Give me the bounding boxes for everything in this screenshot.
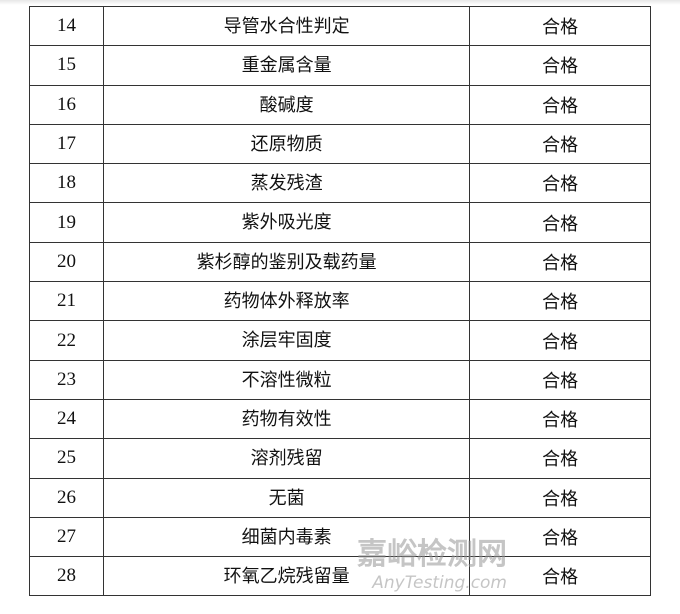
table-row: 18 蒸发残渣 合格 <box>29 163 651 204</box>
test-result: 合格 <box>469 123 651 165</box>
table-row: 28 环氧乙烷残留量 合格 <box>29 556 651 597</box>
test-item: 涂层牢固度 <box>102 320 471 361</box>
table-row: 16 酸碱度 合格 <box>29 84 651 125</box>
test-result: 合格 <box>469 477 651 518</box>
test-item: 药物有效性 <box>102 398 471 440</box>
test-item: 蒸发残渣 <box>102 163 471 204</box>
table-row: 26 无菌 合格 <box>29 477 651 518</box>
page-top-edge <box>0 0 680 5</box>
row-number: 26 <box>29 477 104 518</box>
table-row: 21 药物体外释放率 合格 <box>29 281 651 322</box>
row-number: 23 <box>29 359 104 400</box>
test-result: 合格 <box>469 556 651 597</box>
test-item: 还原物质 <box>102 123 471 165</box>
test-item: 环氧乙烷残留量 <box>102 556 471 597</box>
test-item: 溶剂残留 <box>102 438 471 479</box>
test-result: 合格 <box>469 163 651 204</box>
test-result: 合格 <box>469 5 651 47</box>
table-row: 25 溶剂残留 合格 <box>29 438 651 479</box>
test-result: 合格 <box>469 438 651 479</box>
row-number: 15 <box>29 45 104 86</box>
table-row: 19 紫外吸光度 合格 <box>29 202 651 243</box>
test-result: 合格 <box>469 202 651 243</box>
table-row: 15 重金属含量 合格 <box>29 45 651 86</box>
test-result: 合格 <box>469 516 651 558</box>
row-number: 22 <box>29 320 104 361</box>
row-number: 16 <box>29 84 104 125</box>
table-row: 24 药物有效性 合格 <box>29 398 651 440</box>
test-item: 不溶性微粒 <box>102 359 471 400</box>
table-row: 23 不溶性微粒 合格 <box>29 359 651 400</box>
row-number: 27 <box>29 516 104 558</box>
row-number: 21 <box>29 281 104 322</box>
test-item: 药物体外释放率 <box>102 281 471 322</box>
row-number: 24 <box>29 398 104 440</box>
table-row: 17 还原物质 合格 <box>29 123 651 165</box>
test-item: 导管水合性判定 <box>102 5 471 47</box>
test-result: 合格 <box>469 241 651 283</box>
test-result: 合格 <box>469 281 651 322</box>
table-row: 20 紫杉醇的鉴别及载药量 合格 <box>29 241 651 283</box>
test-result: 合格 <box>469 84 651 125</box>
test-item: 细菌内毒素 <box>102 516 471 558</box>
test-item: 无菌 <box>102 477 471 518</box>
test-result: 合格 <box>469 398 651 440</box>
row-number: 20 <box>29 241 104 283</box>
row-number: 28 <box>29 556 104 597</box>
row-number: 19 <box>29 202 104 243</box>
row-number: 25 <box>29 438 104 479</box>
table-row: 14 导管水合性判定 合格 <box>29 5 651 47</box>
test-result: 合格 <box>469 320 651 361</box>
row-number: 14 <box>29 5 104 47</box>
test-item: 紫杉醇的鉴别及载药量 <box>102 241 471 283</box>
table-row: 22 涂层牢固度 合格 <box>29 320 651 361</box>
table-row: 27 细菌内毒素 合格 <box>29 516 651 558</box>
test-item: 重金属含量 <box>102 45 471 86</box>
test-item: 紫外吸光度 <box>102 202 471 243</box>
test-result: 合格 <box>469 359 651 400</box>
row-number: 18 <box>29 163 104 204</box>
row-number: 17 <box>29 123 104 165</box>
test-item: 酸碱度 <box>102 84 471 125</box>
test-results-table: 14 导管水合性判定 合格 15 重金属含量 合格 16 酸碱度 合格 17 还原物质 合格 18 蒸发残… <box>29 5 651 597</box>
test-result: 合格 <box>469 45 651 86</box>
